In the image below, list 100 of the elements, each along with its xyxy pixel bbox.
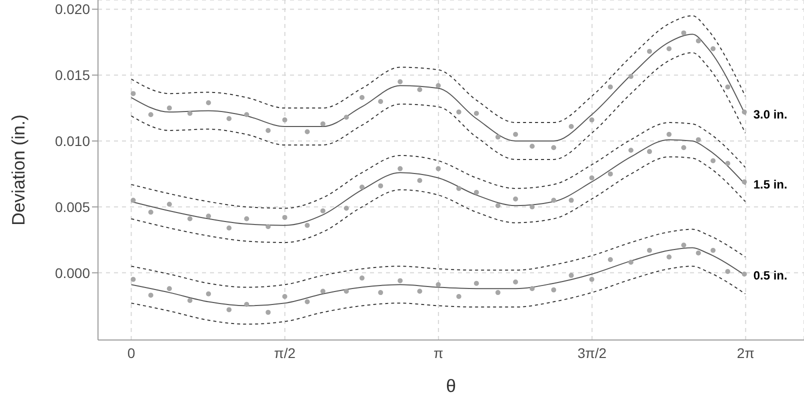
line-series (130, 228, 746, 288)
point (344, 206, 349, 211)
point (436, 282, 441, 288)
y-tick-label: 0.000 (54, 264, 90, 281)
point (378, 183, 384, 188)
point (206, 100, 211, 106)
point (206, 291, 211, 296)
point (647, 149, 652, 154)
point (530, 144, 535, 149)
point (148, 112, 154, 118)
point (530, 204, 535, 210)
point (628, 260, 634, 265)
point (378, 98, 384, 104)
point (568, 198, 574, 203)
point (589, 175, 594, 180)
point (244, 216, 250, 222)
point (266, 224, 271, 230)
point (166, 106, 172, 111)
point (513, 132, 518, 137)
point (226, 307, 232, 312)
x-axis-title: θ (446, 376, 456, 396)
point (266, 128, 271, 133)
point (589, 117, 594, 122)
point (187, 298, 192, 303)
point (474, 190, 479, 195)
line-series (130, 266, 746, 325)
point (398, 79, 403, 84)
point (513, 280, 518, 285)
point (551, 287, 556, 292)
point (282, 294, 288, 300)
point (417, 288, 422, 294)
point (378, 290, 384, 296)
point (725, 268, 730, 274)
point (244, 112, 250, 118)
line-series (130, 122, 746, 209)
point (725, 84, 730, 90)
point (266, 310, 271, 315)
y-tick-label: 0.005 (54, 198, 90, 215)
point (436, 166, 441, 172)
point (589, 276, 594, 282)
point (647, 48, 652, 54)
point (474, 280, 479, 286)
point (681, 145, 686, 150)
point (166, 286, 172, 292)
x-tick-label: 0 (127, 344, 136, 361)
point (304, 222, 310, 228)
point (148, 292, 154, 298)
point (320, 121, 326, 126)
point (244, 302, 250, 307)
point (628, 148, 634, 153)
point (628, 74, 634, 79)
point (530, 286, 535, 292)
point (320, 288, 326, 294)
point (568, 272, 574, 278)
point (742, 272, 747, 277)
point (130, 276, 136, 282)
series-label: 1.5 in. (753, 177, 788, 192)
x-tick-label: 3π/2 (577, 344, 607, 361)
point (187, 110, 192, 116)
point (436, 83, 441, 88)
point (742, 110, 747, 115)
point (226, 116, 232, 122)
point (710, 158, 716, 164)
point (681, 242, 686, 248)
series-label: 3.0 in. (753, 108, 788, 122)
point (696, 250, 701, 256)
point (304, 129, 310, 134)
line-series (130, 15, 746, 124)
point (360, 95, 365, 100)
x-tick-label: π/2 (274, 344, 296, 361)
point (551, 145, 556, 150)
point (320, 208, 326, 214)
point (681, 30, 686, 36)
point (130, 91, 136, 96)
point (666, 46, 672, 52)
point (282, 117, 288, 122)
point (282, 214, 288, 220)
point (187, 216, 192, 222)
point (166, 202, 172, 207)
point (360, 184, 365, 190)
point (710, 46, 716, 52)
point (608, 84, 613, 90)
point (398, 166, 403, 172)
point (696, 38, 701, 44)
point (398, 278, 403, 284)
point (666, 254, 672, 260)
point (206, 214, 211, 219)
point (696, 137, 701, 142)
point (647, 248, 652, 253)
point (495, 134, 500, 140)
point (344, 288, 349, 294)
x-tick-label: π (434, 344, 444, 361)
series-label: 0.5 in. (753, 268, 788, 282)
line-series (130, 139, 746, 226)
point (456, 186, 462, 191)
point (495, 290, 500, 296)
point (495, 203, 500, 208)
point (456, 110, 462, 115)
point (608, 257, 613, 262)
point (456, 294, 462, 300)
